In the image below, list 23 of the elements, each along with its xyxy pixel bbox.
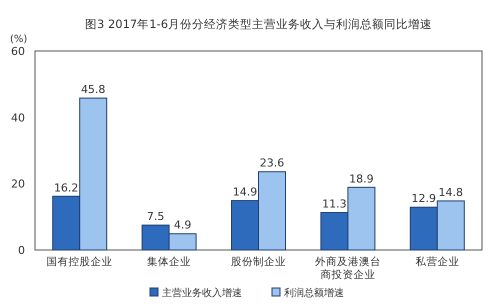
data-label: 4.9 <box>174 218 192 232</box>
x-tick-label: 私营企业 <box>415 255 460 268</box>
x-tick-label: 外商及港澳台商投资企业 <box>314 255 381 281</box>
data-label: 14.8 <box>438 186 464 199</box>
x-tick-label: 国有控股企业 <box>46 255 113 268</box>
data-label: 14.9 <box>232 186 258 199</box>
data-label: 16.2 <box>54 181 78 194</box>
y-tick-label: 0 <box>18 244 25 257</box>
y-tick-label: 60 <box>11 45 25 58</box>
x-tick-label: 股份制企业 <box>231 255 286 268</box>
data-label: 12.9 <box>412 192 436 206</box>
chart-title: 图3 2017年1-6月份分经济类型主营业务收入与利润总额同比增速 <box>84 17 432 31</box>
x-tick-label: 集体企业 <box>147 255 192 268</box>
y-tick-label: 40 <box>11 111 25 124</box>
legend-label: 主营业务收入增速 <box>162 287 242 299</box>
y-tick-label: 20 <box>11 178 25 191</box>
data-label: 18.9 <box>349 172 374 186</box>
y-axis-title: (%) <box>10 34 28 45</box>
data-label: 23.6 <box>260 156 284 170</box>
data-label: 7.5 <box>146 210 164 224</box>
data-label: 11.3 <box>322 198 347 211</box>
data-label: 45.8 <box>80 83 106 96</box>
legend-label: 利润总额增速 <box>284 287 344 299</box>
